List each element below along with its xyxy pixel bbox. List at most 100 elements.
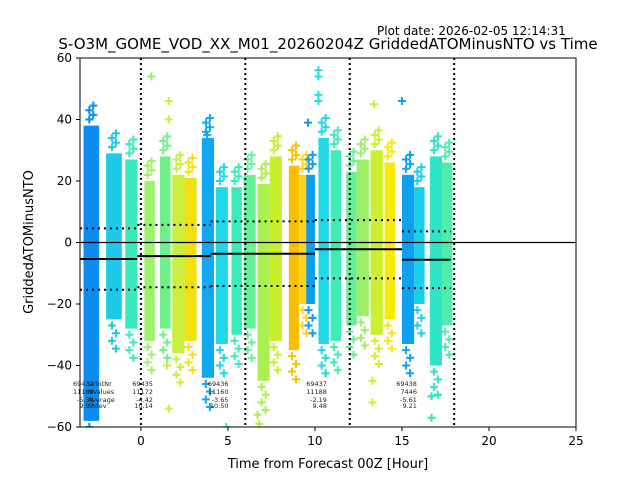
data-point-marker [163,338,172,347]
data-point-marker [176,150,185,159]
stat-value: -4.42 [136,396,153,404]
stat-value: -5.61 [400,396,417,404]
data-point-marker [356,318,365,327]
data-point-marker [176,378,185,387]
data-point-marker [257,383,266,392]
y-tick-label: −60 [47,420,72,434]
data-point-marker [429,383,438,392]
data-point-marker [176,160,185,169]
data-point-marker [317,361,326,370]
data-point-marker [292,141,301,150]
data-stripe [299,174,310,304]
data-point-marker [205,403,214,412]
data-point-marker [269,343,278,352]
data-point-marker [288,352,297,361]
data-stripe [172,174,185,354]
data-point-marker [441,327,450,336]
data-point-marker [269,358,278,367]
outlier-point [203,130,212,139]
data-point-marker [107,143,116,152]
data-point-marker [402,155,411,164]
data-point-marker [333,350,342,359]
stat-value: 69438 [396,380,417,388]
data-point-marker [184,358,193,367]
stat-label: NValues [88,388,115,396]
outlier-point [164,115,173,124]
x-axis-ticks: 0 5 10 15 20 25 [137,427,584,448]
data-point-marker [172,164,181,173]
data-point-marker [292,359,301,368]
data-point-marker [125,346,134,355]
data-point-marker [441,343,450,352]
data-point-marker [147,366,156,375]
data-point-marker [308,150,317,159]
data-point-marker [349,157,358,166]
data-point-marker [402,164,411,173]
data-point-marker [402,346,411,355]
outlier-point [253,410,262,419]
data-point-marker [85,106,94,115]
y-tick-label: −20 [47,297,72,311]
stat-value: 9.48 [312,402,326,410]
stat-value: 7446 [400,388,417,396]
stat-value: 69437 [306,380,327,388]
data-point-marker [356,140,365,149]
data-stripe [318,137,329,344]
data-point-marker [370,352,379,361]
data-point-marker [445,138,454,147]
data-point-marker [163,141,172,150]
stat-value: 9.21 [402,402,416,410]
data-point-marker [413,177,422,185]
chart-title: S-O3M_GOME_VOD_XX_M01_20260204Z GriddedA… [58,35,597,54]
outlier-point [303,118,312,127]
data-point-marker [329,358,338,367]
data-point-marker [413,167,422,176]
data-point-marker [159,346,168,355]
x-tick-label: 15 [394,434,409,448]
data-stripe [144,181,155,341]
data-stripe [429,156,442,366]
x-axis-label: Time from Forecast 00Z [Hour] [227,457,429,472]
stat-value: 10.50 [210,402,229,410]
y-tick-label: 0 [64,236,72,250]
data-point-marker [288,155,297,164]
data-stripe [106,153,122,320]
data-point-marker [329,343,338,352]
data-point-marker [308,313,317,322]
data-point-marker [257,164,266,173]
data-point-marker [247,353,256,362]
data-point-marker [273,132,282,141]
data-point-marker [360,326,369,335]
data-point-marker [433,390,442,399]
data-point-marker [129,338,138,347]
data-point-marker [201,379,210,388]
data-point-marker [85,115,94,124]
data-point-marker [215,167,224,176]
data-point-marker [387,329,396,338]
data-point-marker [215,346,224,355]
y-tick-label: −40 [47,359,72,373]
data-point-marker [321,113,330,122]
data-point-marker [176,363,185,372]
data-stripe [356,159,369,317]
data-point-marker [215,361,224,370]
outlier-point [368,376,377,385]
data-point-marker [356,333,365,342]
data-point-marker [374,359,383,368]
data-point-marker [125,140,134,149]
data-point-marker [417,172,426,181]
data-point-marker [261,160,270,169]
stat-label: Average [88,396,115,404]
data-point-marker [429,146,438,155]
data-point-marker [269,146,278,155]
data-point-marker [417,329,426,338]
outlier-point [427,392,436,401]
data-point-marker [159,146,168,155]
stat-value: 69436 [208,380,229,388]
outlier-point [368,398,377,407]
data-point-marker [230,177,239,185]
data-point-marker [219,353,228,362]
data-point-marker [261,390,270,399]
data-point-marker [402,361,411,370]
stat-value: 11172 [132,388,153,396]
